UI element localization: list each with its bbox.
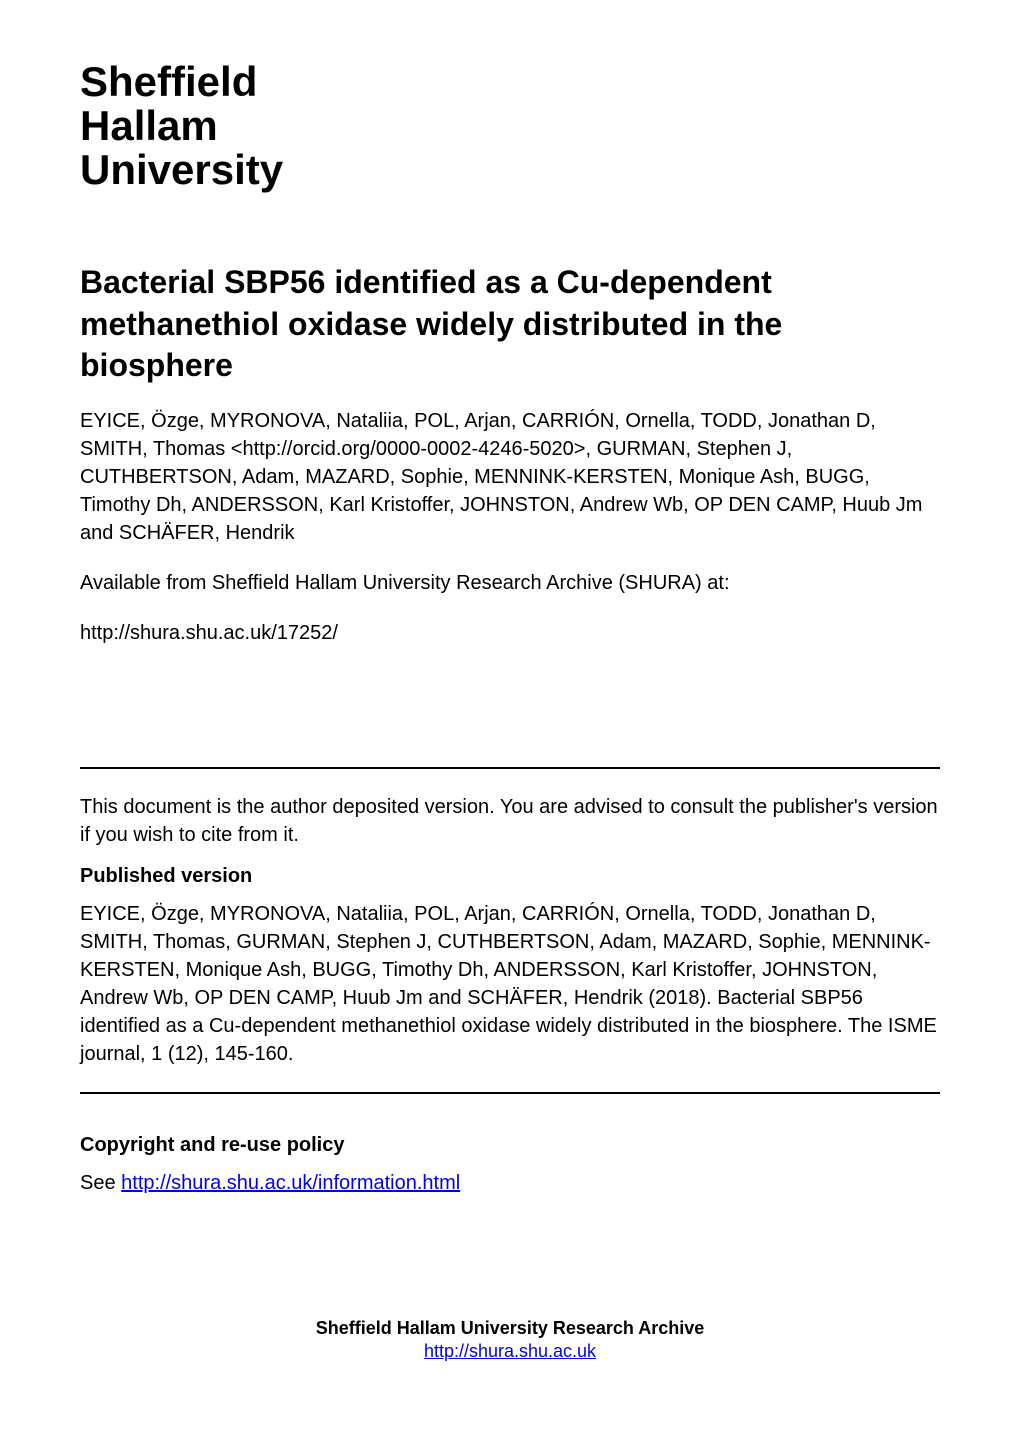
logo-line1: Sheffield <box>80 60 940 104</box>
institution-logo: Sheffield Hallam University <box>80 60 940 192</box>
authors-list: EYICE, Özge, MYRONOVA, Nataliia, POL, Ar… <box>80 407 940 547</box>
copyright-link-line: See http://shura.shu.ac.uk/information.h… <box>80 1169 940 1197</box>
deposit-version-note: This document is the author deposited ve… <box>80 793 940 849</box>
footer-archive-link[interactable]: http://shura.shu.ac.uk <box>424 1341 596 1361</box>
divider-top <box>80 767 940 769</box>
copyright-see-text: See <box>80 1172 121 1194</box>
divider-bottom <box>80 1092 940 1094</box>
logo-line3: University <box>80 148 940 192</box>
footer-archive-title: Sheffield Hallam University Research Arc… <box>80 1317 940 1340</box>
footer: Sheffield Hallam University Research Arc… <box>80 1317 940 1364</box>
archive-availability-note: Available from Sheffield Hallam Universi… <box>80 569 940 597</box>
citation-text: EYICE, Özge, MYRONOVA, Nataliia, POL, Ar… <box>80 900 940 1068</box>
logo-line2: Hallam <box>80 104 940 148</box>
archive-url: http://shura.shu.ac.uk/17252/ <box>80 619 940 647</box>
copyright-heading: Copyright and re-use policy <box>80 1134 940 1157</box>
published-version-heading: Published version <box>80 865 940 888</box>
copyright-link[interactable]: http://shura.shu.ac.uk/information.html <box>121 1172 460 1194</box>
paper-title: Bacterial SBP56 identified as a Cu-depen… <box>80 262 940 387</box>
